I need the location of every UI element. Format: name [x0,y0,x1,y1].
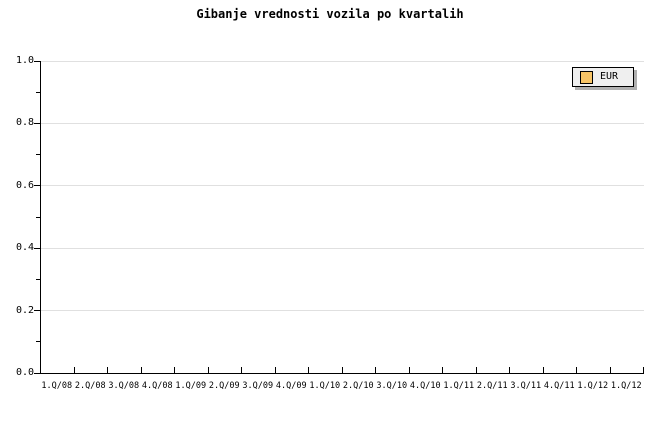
x-tick-label: 3.Q/08 [108,381,140,391]
x-tick [542,367,544,373]
x-tick [241,367,242,373]
x-tick [509,367,510,373]
y-major-tick [34,60,40,62]
x-tick-label: 4.Q/08 [141,381,173,391]
x-tick-label: 3.Q/09 [242,381,274,391]
y-minor-tick [36,154,40,156]
x-tick-label: 4.Q/10 [409,381,441,391]
gridline [41,247,644,249]
x-tick [609,367,611,373]
legend-swatch-eur [580,70,593,84]
x-tick-label: 2.Q/11 [476,381,508,391]
y-major-tick [34,122,40,124]
x-tick [40,367,41,373]
x-tick [375,367,376,373]
x-tick [475,367,477,373]
y-tick-label: 0.0 [15,367,34,378]
y-tick-label: 0.6 [15,179,34,191]
x-tick-label: 1.Q/11 [443,381,475,391]
y-minor-tick [36,278,40,280]
y-major-tick [34,247,40,249]
x-tick-label: 1.Q/10 [309,381,341,391]
x-tick [107,367,108,373]
y-minor-tick [36,341,40,343]
y-minor-tick [36,91,40,93]
legend-label-eur: EUR [600,71,619,82]
x-tick-label: 3.Q/10 [376,381,408,391]
y-tick-label: 0.4 [15,242,34,254]
y-tick-label: 1.0 [15,55,34,66]
gridline [41,60,644,62]
gridline [41,185,644,187]
x-tick-label: 3.Q/11 [510,381,542,391]
chart-title: Gibanje vrednosti vozila po kvartalih [196,7,464,21]
x-tick [140,367,142,373]
x-tick [442,367,443,373]
x-tick-label: 2.Q/10 [342,381,374,391]
x-tick-label: 1.Q/12 [610,381,642,391]
y-tick-label: 0.8 [15,117,34,129]
gridline [41,310,644,312]
x-axis-line [40,373,644,374]
y-minor-tick [36,216,40,218]
x-tick [73,367,75,373]
y-tick-label: 0.2 [15,304,34,316]
x-tick-label: 1.Q/12 [577,381,609,391]
x-tick [308,367,309,373]
x-tick [408,367,410,373]
x-tick [207,367,209,373]
x-tick-label: 4.Q/11 [543,381,575,391]
x-tick-label: 2.Q/09 [208,381,240,391]
y-major-tick [34,372,40,374]
y-major-tick [34,310,40,312]
x-tick-label: 2.Q/08 [74,381,106,391]
x-tick [341,367,343,373]
x-tick [274,367,276,373]
x-tick [643,367,644,373]
y-axis-line [40,61,41,374]
gridline [41,122,644,124]
x-tick-label: 1.Q/09 [175,381,207,391]
x-tick [576,367,577,373]
x-tick-label: 4.Q/09 [275,381,307,391]
x-tick-label: 1.Q/08 [41,381,73,391]
legend: EUR [572,67,634,87]
x-tick [174,367,175,373]
y-major-tick [34,185,40,187]
